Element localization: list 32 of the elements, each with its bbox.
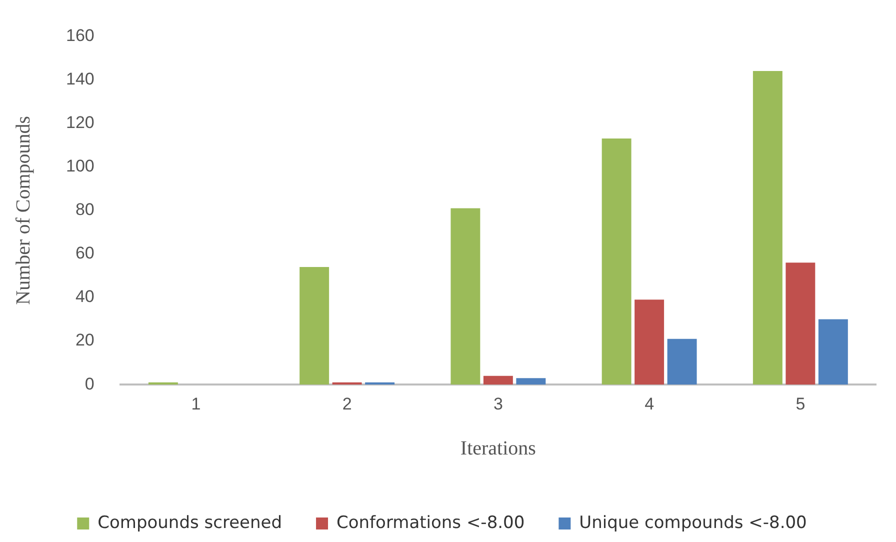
bar	[752, 71, 782, 385]
bar	[148, 382, 178, 385]
y-tick-label: 160	[66, 26, 94, 45]
bar	[667, 338, 697, 385]
y-tick-label: 20	[75, 330, 94, 350]
y-tick-label: 120	[66, 112, 94, 132]
legend-label: Conformations <-8.00	[336, 512, 525, 533]
y-axis-title: Number of Compounds	[12, 116, 34, 305]
bar	[818, 319, 848, 385]
bar	[483, 376, 513, 385]
x-axis-title: Iterations	[460, 437, 536, 460]
bar	[365, 382, 395, 385]
bar	[786, 262, 816, 385]
bar	[300, 267, 330, 385]
x-tick-label: 2	[342, 394, 352, 414]
bar	[450, 208, 480, 385]
y-tick-label: 80	[75, 200, 94, 220]
x-tick-label: 5	[796, 394, 806, 414]
bar	[516, 378, 546, 385]
y-tick-label: 0	[84, 374, 94, 394]
bar	[634, 300, 664, 385]
y-tick-label: 140	[66, 69, 94, 88]
bar	[332, 382, 362, 385]
x-tick-label: 4	[644, 394, 654, 414]
legend-label: Compounds screened	[98, 512, 282, 533]
x-tick-label: 1	[191, 394, 201, 414]
y-tick-label: 100	[66, 156, 94, 176]
x-tick-label: 3	[493, 394, 503, 414]
y-tick-label: 60	[75, 244, 94, 263]
bar	[602, 138, 632, 385]
legend-label: Unique compounds <-8.00	[579, 512, 807, 533]
y-tick-label: 40	[75, 287, 94, 306]
